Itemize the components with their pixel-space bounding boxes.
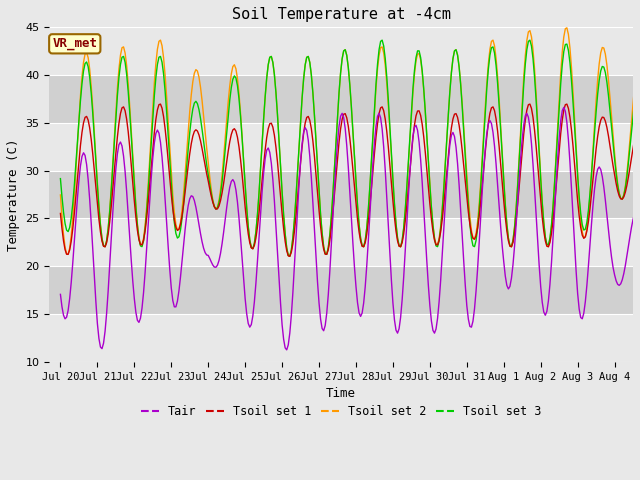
- Title: Soil Temperature at -4cm: Soil Temperature at -4cm: [232, 7, 451, 22]
- X-axis label: Time: Time: [326, 387, 356, 400]
- Bar: [49, 75, 633, 123]
- Legend: Tair, Tsoil set 1, Tsoil set 2, Tsoil set 3: Tair, Tsoil set 1, Tsoil set 2, Tsoil se…: [136, 400, 546, 423]
- Bar: [49, 171, 633, 218]
- Y-axis label: Temperature (C): Temperature (C): [7, 138, 20, 251]
- Bar: [49, 314, 633, 362]
- Text: VR_met: VR_met: [52, 37, 97, 50]
- Bar: [49, 266, 633, 314]
- Bar: [49, 218, 633, 266]
- Bar: [49, 123, 633, 171]
- Bar: [49, 27, 633, 75]
